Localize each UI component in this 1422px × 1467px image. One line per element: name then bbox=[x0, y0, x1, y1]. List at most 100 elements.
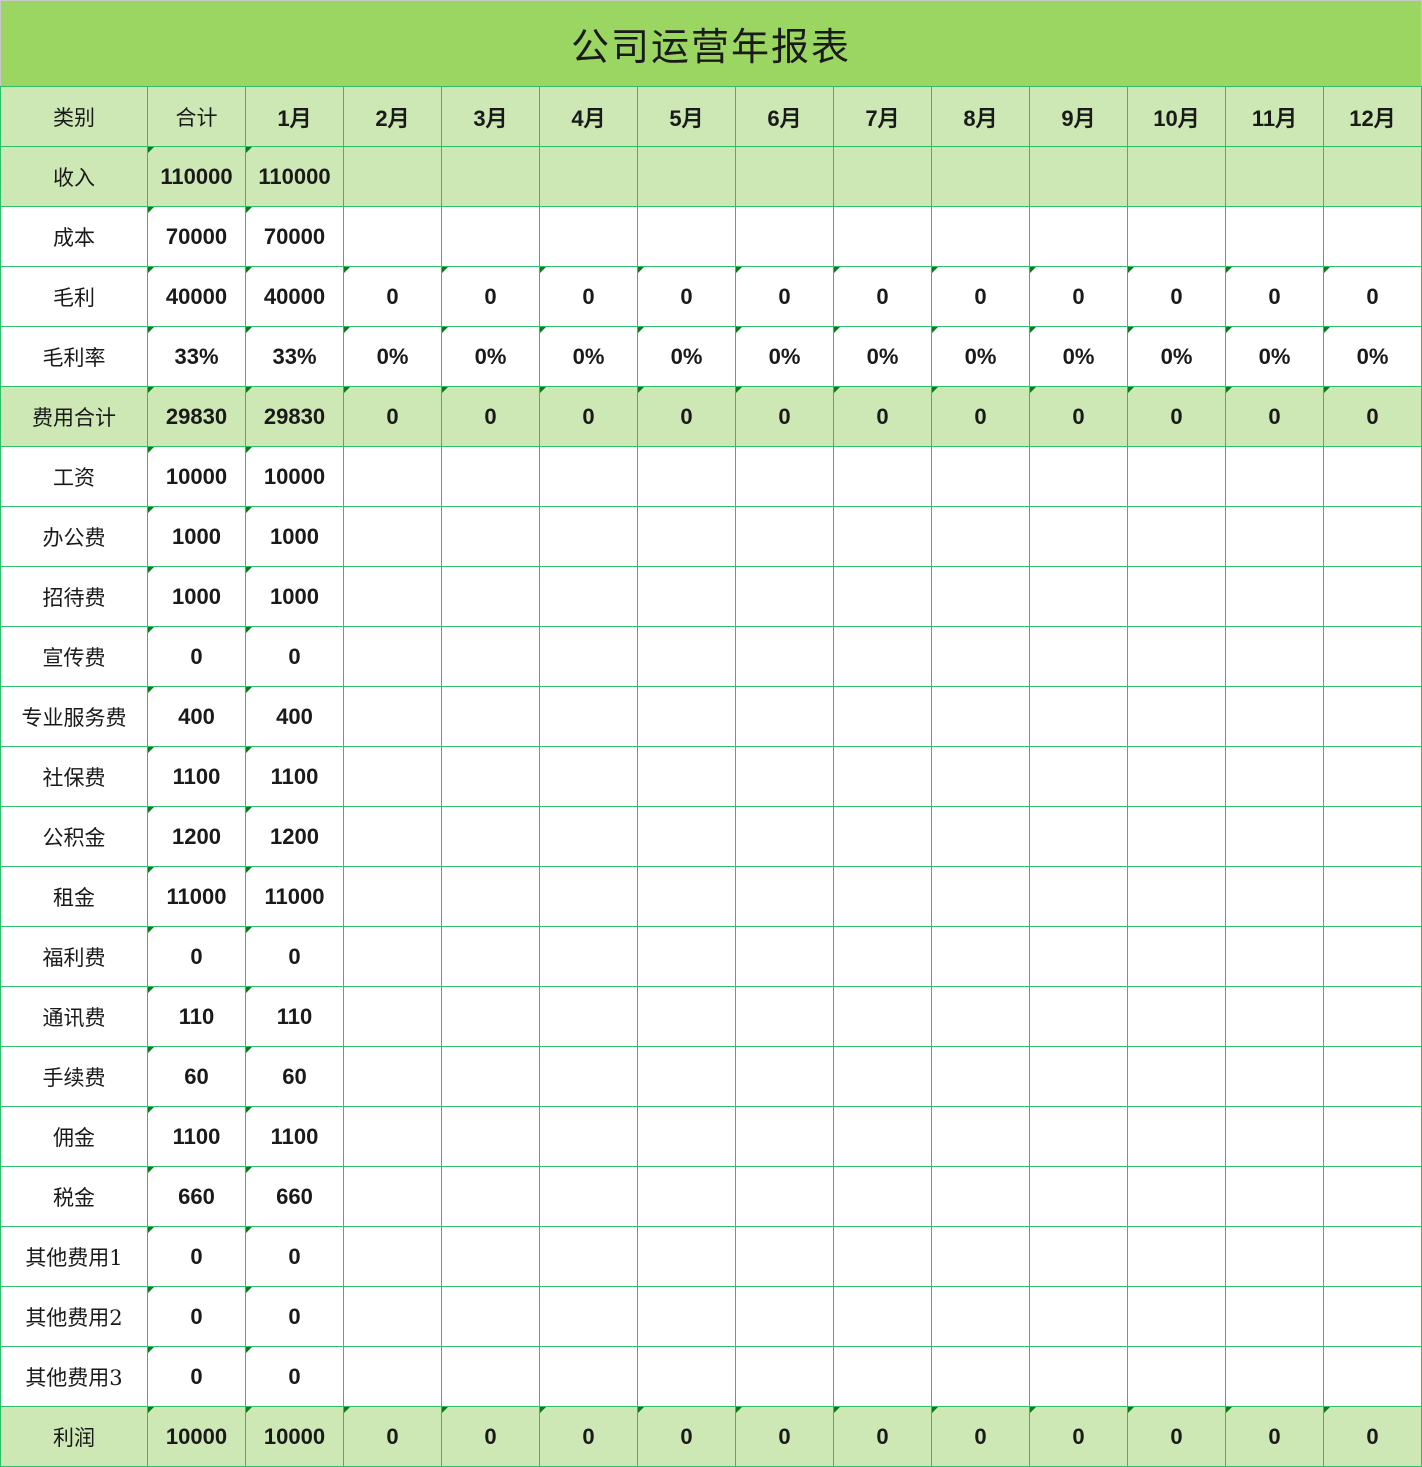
table-cell[interactable] bbox=[735, 446, 834, 507]
table-cell[interactable] bbox=[1323, 146, 1422, 207]
table-cell[interactable] bbox=[1323, 1106, 1422, 1167]
table-cell[interactable] bbox=[1225, 626, 1324, 687]
table-cell[interactable] bbox=[441, 1106, 540, 1167]
table-cell[interactable] bbox=[931, 626, 1030, 687]
row-label[interactable]: 公积金 bbox=[0, 806, 148, 867]
row-label[interactable]: 收入 bbox=[0, 146, 148, 207]
table-cell[interactable] bbox=[931, 986, 1030, 1047]
table-cell[interactable] bbox=[343, 806, 442, 867]
table-cell[interactable]: 40000 bbox=[245, 266, 344, 327]
table-cell[interactable]: 400 bbox=[245, 686, 344, 747]
table-cell[interactable] bbox=[833, 1166, 932, 1227]
table-cell[interactable]: 0 bbox=[931, 386, 1030, 447]
table-cell[interactable] bbox=[343, 1286, 442, 1347]
table-cell[interactable] bbox=[441, 926, 540, 987]
table-cell[interactable]: 11000 bbox=[245, 866, 344, 927]
row-label[interactable]: 社保费 bbox=[0, 746, 148, 807]
table-cell[interactable] bbox=[1323, 926, 1422, 987]
table-cell[interactable] bbox=[735, 1046, 834, 1107]
table-cell[interactable] bbox=[1225, 1106, 1324, 1167]
table-cell[interactable]: 0 bbox=[343, 1406, 442, 1467]
table-cell[interactable]: 110 bbox=[147, 986, 246, 1047]
table-cell[interactable] bbox=[1127, 1106, 1226, 1167]
table-cell[interactable] bbox=[343, 1166, 442, 1227]
table-cell[interactable] bbox=[931, 1106, 1030, 1167]
table-cell[interactable] bbox=[637, 1166, 736, 1227]
table-cell[interactable] bbox=[539, 1346, 638, 1407]
table-cell[interactable] bbox=[637, 206, 736, 267]
table-cell[interactable] bbox=[735, 986, 834, 1047]
table-cell[interactable]: 1100 bbox=[147, 746, 246, 807]
column-header[interactable]: 2月 bbox=[343, 86, 442, 147]
table-cell[interactable]: 33% bbox=[245, 326, 344, 387]
table-cell[interactable] bbox=[1225, 446, 1324, 507]
table-cell[interactable]: 0% bbox=[1127, 326, 1226, 387]
table-cell[interactable] bbox=[343, 146, 442, 207]
table-cell[interactable]: 0% bbox=[343, 326, 442, 387]
table-cell[interactable]: 110 bbox=[245, 986, 344, 1047]
table-cell[interactable] bbox=[441, 1346, 540, 1407]
table-cell[interactable]: 1000 bbox=[245, 566, 344, 627]
table-cell[interactable]: 0 bbox=[245, 1346, 344, 1407]
table-cell[interactable] bbox=[539, 626, 638, 687]
table-cell[interactable]: 0% bbox=[1225, 326, 1324, 387]
table-cell[interactable] bbox=[735, 1106, 834, 1167]
row-label[interactable]: 福利费 bbox=[0, 926, 148, 987]
table-cell[interactable] bbox=[735, 806, 834, 867]
table-cell[interactable] bbox=[1127, 686, 1226, 747]
table-cell[interactable] bbox=[1225, 1346, 1324, 1407]
table-cell[interactable] bbox=[1225, 926, 1324, 987]
table-cell[interactable] bbox=[539, 1226, 638, 1287]
table-cell[interactable] bbox=[833, 626, 932, 687]
column-header[interactable]: 11月 bbox=[1225, 86, 1324, 147]
table-cell[interactable]: 0% bbox=[735, 326, 834, 387]
table-cell[interactable] bbox=[441, 146, 540, 207]
table-cell[interactable] bbox=[1127, 626, 1226, 687]
table-cell[interactable] bbox=[343, 926, 442, 987]
table-cell[interactable] bbox=[441, 986, 540, 1047]
table-cell[interactable]: 1200 bbox=[245, 806, 344, 867]
table-cell[interactable]: 70000 bbox=[245, 206, 344, 267]
table-cell[interactable] bbox=[343, 1226, 442, 1287]
column-header[interactable]: 10月 bbox=[1127, 86, 1226, 147]
table-cell[interactable]: 400 bbox=[147, 686, 246, 747]
table-cell[interactable] bbox=[343, 566, 442, 627]
table-cell[interactable] bbox=[931, 206, 1030, 267]
table-cell[interactable] bbox=[833, 1226, 932, 1287]
table-cell[interactable] bbox=[833, 926, 932, 987]
table-cell[interactable] bbox=[637, 1346, 736, 1407]
table-cell[interactable] bbox=[539, 1166, 638, 1227]
table-cell[interactable] bbox=[1127, 1166, 1226, 1227]
table-cell[interactable]: 1100 bbox=[245, 746, 344, 807]
table-cell[interactable]: 110000 bbox=[245, 146, 344, 207]
table-cell[interactable] bbox=[539, 146, 638, 207]
table-cell[interactable]: 0 bbox=[833, 1406, 932, 1467]
table-cell[interactable]: 0 bbox=[1225, 1406, 1324, 1467]
row-label[interactable]: 成本 bbox=[0, 206, 148, 267]
table-cell[interactable] bbox=[637, 926, 736, 987]
table-cell[interactable] bbox=[931, 566, 1030, 627]
table-cell[interactable]: 0% bbox=[931, 326, 1030, 387]
table-cell[interactable] bbox=[833, 506, 932, 567]
table-cell[interactable] bbox=[1323, 806, 1422, 867]
table-cell[interactable]: 0 bbox=[1029, 386, 1128, 447]
table-cell[interactable] bbox=[1127, 1046, 1226, 1107]
table-cell[interactable] bbox=[343, 1106, 442, 1167]
table-cell[interactable] bbox=[637, 1226, 736, 1287]
table-cell[interactable] bbox=[833, 806, 932, 867]
table-cell[interactable] bbox=[1323, 446, 1422, 507]
table-cell[interactable]: 0 bbox=[1127, 1406, 1226, 1467]
table-cell[interactable]: 0 bbox=[735, 386, 834, 447]
table-cell[interactable] bbox=[343, 1346, 442, 1407]
table-cell[interactable] bbox=[539, 446, 638, 507]
table-cell[interactable] bbox=[1323, 626, 1422, 687]
table-cell[interactable] bbox=[1225, 506, 1324, 567]
table-cell[interactable]: 0 bbox=[931, 266, 1030, 327]
table-cell[interactable]: 70000 bbox=[147, 206, 246, 267]
table-cell[interactable] bbox=[1029, 506, 1128, 567]
table-cell[interactable]: 0 bbox=[147, 1346, 246, 1407]
table-cell[interactable] bbox=[1225, 686, 1324, 747]
row-label[interactable]: 宣传费 bbox=[0, 626, 148, 687]
table-cell[interactable] bbox=[931, 1046, 1030, 1107]
row-label[interactable]: 利润 bbox=[0, 1406, 148, 1467]
